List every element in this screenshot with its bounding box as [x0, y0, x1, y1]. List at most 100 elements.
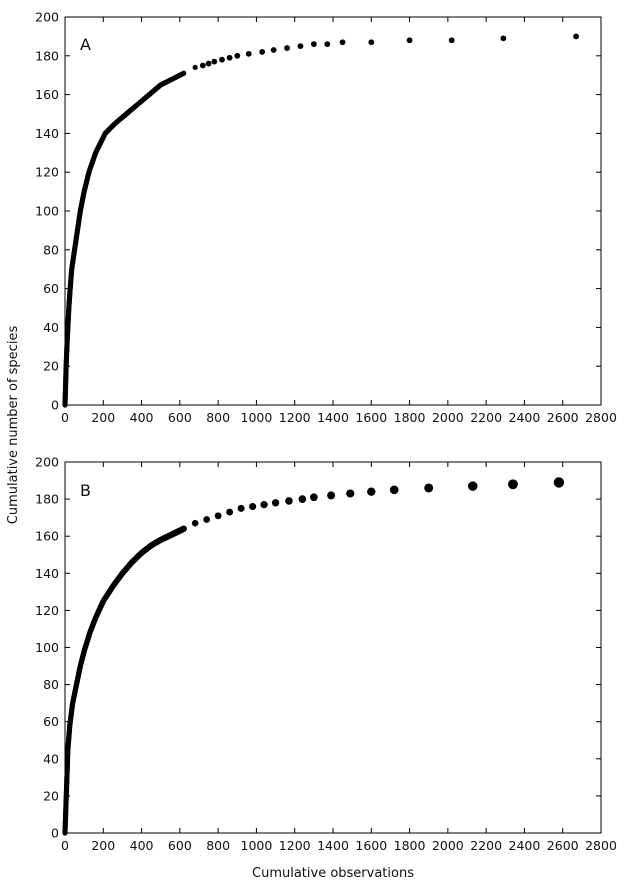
data-point [448, 37, 455, 44]
x-tick-label: 1200 [279, 838, 311, 853]
data-point [324, 41, 331, 48]
x-tick-label: 2200 [470, 838, 502, 853]
data-point [214, 512, 222, 520]
y-tick-label: 120 [35, 603, 59, 618]
y-tick-label: 20 [43, 359, 59, 374]
panel-b: 0 200 400 600 800 1000 1200 1400 1600 1800 2000 220… [35, 455, 617, 882]
data-point [245, 50, 252, 57]
y-tick-label: 40 [43, 320, 59, 335]
y-tick-label: 80 [43, 242, 59, 257]
data-point [367, 487, 376, 496]
x-tick-label: 800 [206, 838, 230, 853]
data-point [297, 43, 304, 49]
data-point [270, 47, 277, 53]
y-tick-label: 0 [51, 826, 59, 841]
data-point [249, 502, 257, 511]
data-point [199, 62, 206, 69]
y-tick-label: 20 [43, 788, 59, 803]
data-point [219, 56, 225, 63]
data-point [234, 52, 241, 59]
data-point [553, 477, 565, 488]
y-tick-label: 60 [43, 281, 59, 296]
y-tick-label: 100 [35, 640, 59, 655]
data-point [271, 499, 280, 507]
x-tick-label: 1600 [355, 410, 387, 425]
data-point [573, 33, 580, 40]
x-tick-label: 200 [91, 410, 115, 425]
data-point [327, 491, 336, 500]
y-tick-label: 0 [51, 398, 59, 413]
y-tick-label: 200 [35, 455, 59, 470]
x-tick-label: 0 [61, 838, 69, 853]
x-tick-label: 2800 [585, 838, 617, 853]
shared-y-axis-title: Cumulative number of species [6, 326, 21, 525]
data-point [468, 481, 478, 491]
data-point [310, 41, 317, 48]
data-point [406, 37, 413, 44]
x-tick-label: 600 [168, 838, 192, 853]
y-tick-label: 100 [35, 204, 59, 219]
x-tick-label: 1000 [241, 410, 273, 425]
x-tick-label: 200 [91, 838, 115, 853]
x-tick-label: 1800 [394, 410, 426, 425]
x-tick-label: 2000 [432, 410, 464, 425]
panel-label: A [80, 35, 91, 54]
x-tick-label: 800 [206, 410, 230, 425]
x-tick-label: 2600 [547, 410, 579, 425]
y-tick-label: 80 [43, 677, 59, 692]
data-point [180, 525, 187, 533]
data-point [284, 45, 290, 51]
x-tick-label: 600 [168, 410, 192, 425]
data-point [192, 64, 198, 71]
data-point [368, 39, 375, 46]
y-tick-label: 180 [35, 48, 59, 63]
data-point [191, 519, 199, 527]
data-point [500, 35, 507, 42]
x-tick-label: 1000 [241, 838, 273, 853]
x-tick-label: 1800 [394, 838, 426, 853]
x-axis-title: Cumulative observations [252, 866, 414, 881]
x-tick-label: 1200 [279, 410, 311, 425]
y-tick-label: 40 [43, 751, 59, 766]
y-tick-label: 200 [35, 10, 59, 25]
data-point [226, 508, 234, 516]
data-point [389, 485, 399, 495]
x-tick-label: 400 [130, 838, 154, 853]
x-tick-label: 2800 [585, 410, 617, 425]
y-tick-label: 180 [35, 492, 59, 507]
data-point [226, 54, 233, 61]
x-tick-label: 0 [61, 410, 69, 425]
x-tick-label: 1400 [317, 838, 349, 853]
data-point [211, 58, 218, 65]
data-point [203, 516, 210, 523]
data-point [424, 483, 434, 493]
x-tick-label: 2000 [432, 838, 464, 853]
y-tick-label: 160 [35, 529, 59, 544]
data-point [285, 497, 293, 505]
y-tick-label: 160 [35, 87, 59, 102]
panel-label: B [80, 481, 91, 500]
plot-frame [64, 16, 602, 406]
x-tick-label: 2400 [509, 838, 541, 853]
x-tick-label: 2200 [470, 410, 502, 425]
data-point [298, 495, 307, 503]
plot-frame [64, 461, 602, 834]
x-tick-label: 2600 [547, 838, 579, 853]
data-point [181, 70, 187, 76]
y-tick-label: 140 [35, 126, 59, 141]
x-tick-label: 1600 [355, 838, 387, 853]
data-point [260, 501, 268, 509]
y-tick-label: 140 [35, 566, 59, 581]
panel-a: 0 200 400 600 800 1000 1200 1400 1600 1800 2000 220… [35, 10, 617, 426]
x-tick-label: 400 [130, 410, 154, 425]
data-point [309, 493, 318, 502]
data-point [346, 489, 355, 498]
y-tick-label: 60 [43, 714, 59, 729]
data-point [508, 479, 518, 490]
x-tick-label: 2400 [509, 410, 541, 425]
data-point [339, 39, 346, 46]
x-tick-label: 1400 [317, 410, 349, 425]
data-point [237, 504, 245, 512]
data-point [205, 60, 212, 67]
